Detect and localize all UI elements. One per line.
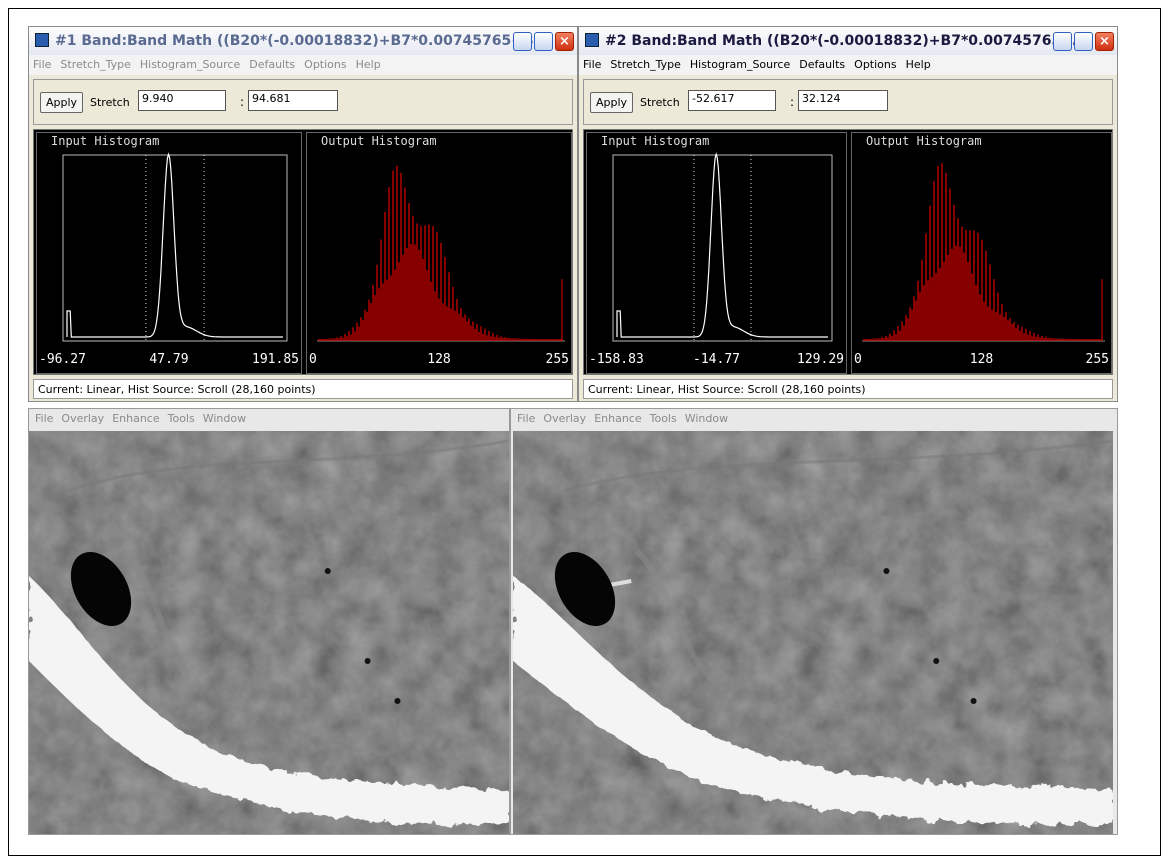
image-window: File Overlay Enhance Tools Window — [510, 408, 1118, 835]
menu-item[interactable]: Window — [202, 412, 247, 425]
stretch-max-input[interactable]: 32.124 — [798, 90, 888, 111]
menu-item[interactable]: Options — [304, 58, 347, 71]
river — [513, 576, 1113, 824]
menu-item[interactable]: Options — [854, 58, 897, 71]
histogram-area: Input Histogram -158.83 -14.77 129.29 Output… — [583, 129, 1113, 375]
river — [29, 576, 509, 824]
axis-label: 191.85 — [252, 352, 299, 367]
axis-label: 255 — [546, 352, 569, 367]
window-icon — [35, 33, 49, 47]
gully — [635, 549, 727, 694]
menu-item[interactable]: Histogram_Source — [689, 58, 791, 71]
menu-bar: File Stretch_Type Histogram_Source Defaults… — [29, 55, 577, 75]
satellite-image — [29, 431, 509, 834]
menu-item[interactable]: Enhance — [594, 412, 642, 425]
window-icon — [585, 33, 599, 47]
histogram-window: #2 Band:Band Math ((B20*(-0.00018832)+B7… — [578, 26, 1118, 402]
escarpment — [562, 439, 1113, 493]
histogram-title: Input Histogram — [51, 134, 159, 148]
status-bar: Current: Linear, Hist Source: Scroll (28… — [33, 379, 573, 399]
output-histogram: Output Histogram 0 128 255 — [851, 132, 1112, 374]
stretch-label: Stretch — [640, 96, 680, 109]
axis-label: -14.77 — [693, 352, 740, 367]
histogram-title: Output Histogram — [866, 134, 982, 148]
axis-label: 0 — [309, 352, 317, 367]
menu-item[interactable]: Overlay — [543, 412, 587, 425]
menu-item[interactable]: Overlay — [61, 412, 105, 425]
menu-item[interactable]: Help — [905, 58, 931, 71]
plot-frame — [62, 154, 288, 342]
input-histogram: Input Histogram -158.83 -14.77 129.29 — [586, 132, 847, 374]
axis-label: -158.83 — [589, 352, 644, 367]
escarpment — [68, 439, 509, 493]
axis-label: 0 — [854, 352, 862, 367]
menu-item[interactable]: Help — [355, 58, 381, 71]
menu-item[interactable]: Tools — [167, 412, 195, 425]
maximize-button[interactable] — [1074, 32, 1093, 51]
axis-label: 128 — [427, 352, 450, 367]
histogram-title: Input Histogram — [601, 134, 709, 148]
title-bar: #2 Band:Band Math ((B20*(-0.00018832)+B7… — [579, 27, 1117, 55]
menu-item[interactable]: Defaults — [249, 58, 296, 71]
axis-label: -96.27 — [39, 352, 86, 367]
separator: : — [240, 95, 245, 109]
menu-item[interactable]: Stretch_Type — [610, 58, 681, 71]
dark-spot — [933, 658, 940, 664]
gully — [126, 549, 201, 694]
axis-label: 255 — [1086, 352, 1109, 367]
dark-spot — [883, 568, 890, 574]
axis-label: 129.29 — [797, 352, 844, 367]
output-histogram: Output Histogram 0 128 255 — [306, 132, 572, 374]
menu-bar: File Stretch_Type Histogram_Source Defaults… — [579, 55, 1117, 75]
apply-button[interactable]: Apply — [590, 92, 634, 113]
close-button[interactable]: × — [1095, 32, 1114, 51]
stretch-min-input[interactable]: -52.617 — [688, 90, 776, 111]
input-histogram: Input Histogram -96.27 47.79 191.85 — [36, 132, 302, 374]
page-frame — [8, 8, 1161, 856]
menu-item[interactable]: Enhance — [112, 412, 160, 425]
menu-item[interactable]: File — [583, 58, 602, 71]
dark-spot — [970, 698, 977, 704]
dark-spot — [324, 568, 331, 574]
menu-item[interactable]: File — [35, 412, 54, 425]
stretch-max-input[interactable]: 94.681 — [248, 90, 338, 111]
menu-bar: File Overlay Enhance Tools Window — [29, 409, 509, 429]
image-window: File Overlay Enhance Tools Window — [28, 408, 510, 835]
stretch-min-input[interactable]: 9.940 — [138, 90, 226, 111]
minimize-button[interactable] — [1053, 32, 1072, 51]
satellite-image — [513, 431, 1113, 834]
maximize-button[interactable] — [534, 32, 553, 51]
dark-spot — [364, 658, 371, 664]
histogram-area: Input Histogram -96.27 47.79 191.85 Output H… — [33, 129, 573, 375]
menu-item[interactable]: Tools — [649, 412, 677, 425]
menu-item[interactable]: Window — [684, 412, 729, 425]
separator: : — [790, 95, 795, 109]
lake — [70, 552, 132, 626]
title-bar: #1 Band:Band Math ((B20*(-0.00018832)+B7… — [29, 27, 577, 55]
axis-label: 128 — [970, 352, 993, 367]
menu-item[interactable]: Defaults — [799, 58, 846, 71]
menu-item[interactable]: File — [33, 58, 52, 71]
stretch-toolbar: Apply Stretch -52.617:32.124 — [583, 79, 1113, 125]
minimize-button[interactable] — [513, 32, 532, 51]
histogram-window: #1 Band:Band Math ((B20*(-0.00018832)+B7… — [28, 26, 578, 402]
stretch-toolbar: Apply Stretch 9.940:94.681 — [33, 79, 573, 125]
menu-bar: File Overlay Enhance Tools Window — [511, 409, 1117, 429]
dark-spot — [394, 698, 401, 704]
close-button[interactable]: × — [555, 32, 574, 51]
histogram-curve — [66, 152, 283, 338]
status-bar: Current: Linear, Hist Source: Scroll (28… — [583, 379, 1113, 399]
histogram-title: Output Histogram — [321, 134, 437, 148]
stretch-label: Stretch — [90, 96, 130, 109]
plot-frame — [612, 154, 833, 342]
histogram-curve — [616, 152, 828, 338]
axis-label: 47.79 — [149, 352, 188, 367]
apply-button[interactable]: Apply — [40, 92, 84, 113]
lake — [554, 552, 616, 626]
menu-item[interactable]: Histogram_Source — [139, 58, 241, 71]
menu-item[interactable]: File — [517, 412, 536, 425]
menu-item[interactable]: Stretch_Type — [60, 58, 131, 71]
